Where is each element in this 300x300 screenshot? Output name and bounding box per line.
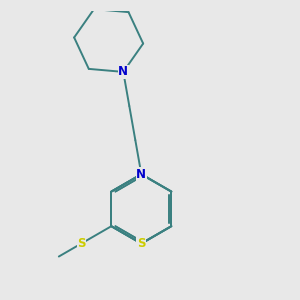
Text: N: N — [118, 65, 128, 78]
Text: S: S — [137, 237, 146, 250]
Text: S: S — [77, 237, 86, 250]
Text: N: N — [136, 168, 146, 181]
